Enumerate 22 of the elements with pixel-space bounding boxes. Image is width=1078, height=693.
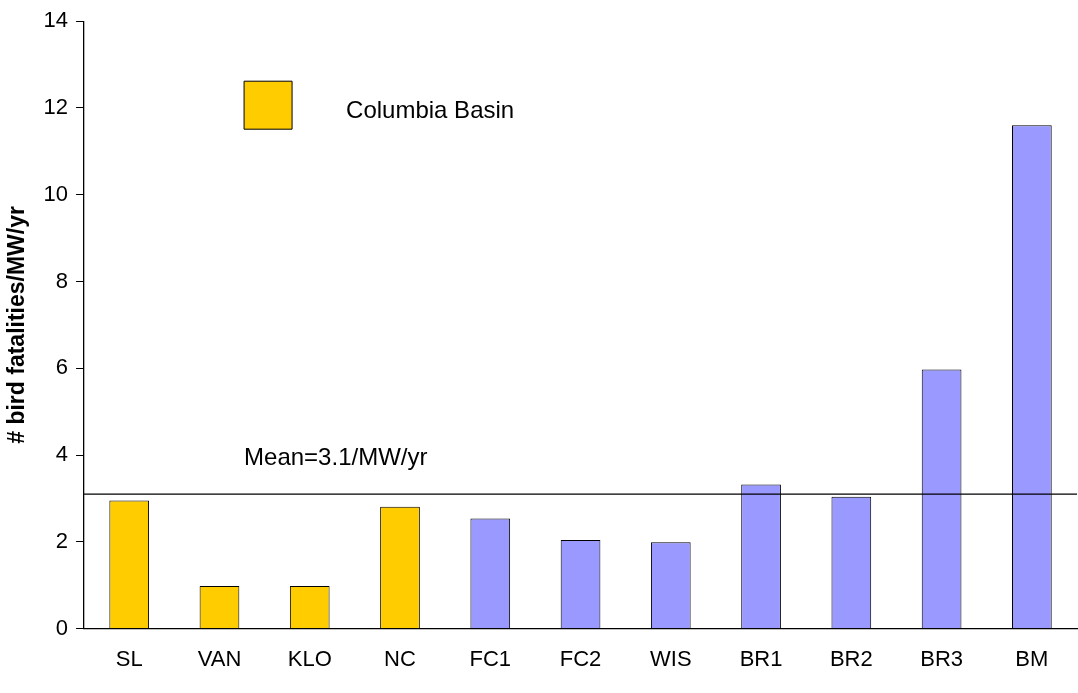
y-tick-label: 4 — [55, 441, 69, 467]
ref-line-label: Mean=3.1/MW/yr — [244, 442, 428, 470]
y-tick-label: 6 — [55, 354, 69, 380]
x-tick-label: FC1 — [469, 645, 512, 671]
y-axis-title: # bird fatalities/MW/yr — [3, 205, 30, 444]
x-tick-label: BM — [1015, 645, 1049, 671]
x-tick-label: SL — [115, 645, 143, 671]
x-tick-label: BR1 — [739, 645, 783, 671]
y-tick-label: 8 — [55, 267, 69, 293]
y-tick-label: 0 — [55, 614, 69, 640]
x-tick-label: FC2 — [559, 645, 602, 671]
x-tick-label: BR3 — [920, 645, 963, 671]
x-tick-label: WIS — [650, 645, 692, 671]
x-tick-label: NC — [384, 645, 416, 671]
y-tick-label: 14 — [43, 7, 69, 33]
x-tick-label: KLO — [287, 645, 332, 671]
legend-label: Columbia Basin — [346, 95, 515, 123]
y-tick-label: 12 — [43, 94, 69, 120]
x-tick-label: VAN — [197, 645, 242, 671]
x-tick-label: BR2 — [829, 645, 873, 671]
y-tick-label: 2 — [55, 527, 69, 553]
y-tick-label: 10 — [43, 180, 69, 206]
